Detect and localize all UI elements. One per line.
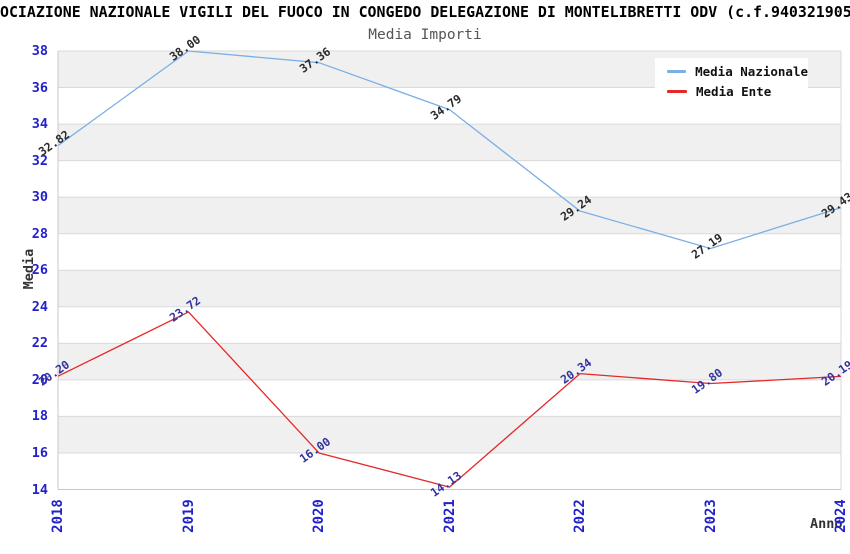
- legend-label-media-nazionale: Media Nazionale: [695, 63, 808, 79]
- series-line-media-ente: [57, 311, 842, 488]
- y-tick-label: 28: [31, 225, 48, 242]
- y-tick-label: 20: [31, 371, 48, 388]
- plot-band: [58, 270, 841, 307]
- y-tick-label: 24: [31, 298, 48, 315]
- chart-title: OCIAZIONE NAZIONALE VIGILI DEL FUOCO IN …: [0, 3, 850, 21]
- legend-swatch-media-nazionale-icon: [667, 69, 687, 73]
- y-tick-label: 30: [31, 189, 48, 206]
- plot-band: [58, 160, 841, 198]
- x-tick-label: 2021: [441, 499, 458, 533]
- y-tick-label: 38: [31, 43, 48, 59]
- x-tick-label: 2018: [50, 499, 66, 533]
- plot-band: [58, 197, 841, 234]
- y-tick-label: 22: [31, 335, 48, 352]
- y-tick-label: 34: [31, 116, 48, 133]
- plot-band: [58, 343, 841, 380]
- plot-band: [58, 416, 841, 453]
- y-tick-label: 16: [31, 444, 48, 461]
- plot-band: [58, 124, 841, 161]
- legend-item-media-nazionale: Media Nazionale: [667, 64, 808, 79]
- x-tick-label: 2023: [702, 499, 719, 533]
- x-tick-label: 2020: [311, 499, 327, 533]
- series-line-media-nazionale: [57, 50, 842, 250]
- legend-item-media-ente: Media Ente: [667, 84, 808, 99]
- x-tick-label: 2019: [180, 499, 197, 533]
- y-tick-label: 18: [31, 408, 48, 425]
- y-tick-label: 26: [31, 262, 48, 279]
- y-tick-label: 36: [31, 79, 48, 96]
- legend-swatch-media-ente-icon: [667, 89, 687, 93]
- y-tick-label: 14: [31, 481, 48, 498]
- x-tick-label: 2024: [833, 499, 849, 533]
- legend-label-media-ente: Media Ente: [696, 83, 772, 99]
- plot-band: [58, 379, 841, 417]
- plot-band: [58, 452, 841, 490]
- legend: Media Nazionale Media Ente: [655, 58, 808, 104]
- x-axis-title: Anno: [810, 516, 843, 532]
- y-tick-label: 32: [31, 152, 48, 169]
- plot-band: [58, 233, 841, 271]
- x-tick-label: 2022: [572, 499, 588, 533]
- chart-subtitle: Media Importi: [368, 27, 482, 43]
- plot-band: [58, 306, 841, 344]
